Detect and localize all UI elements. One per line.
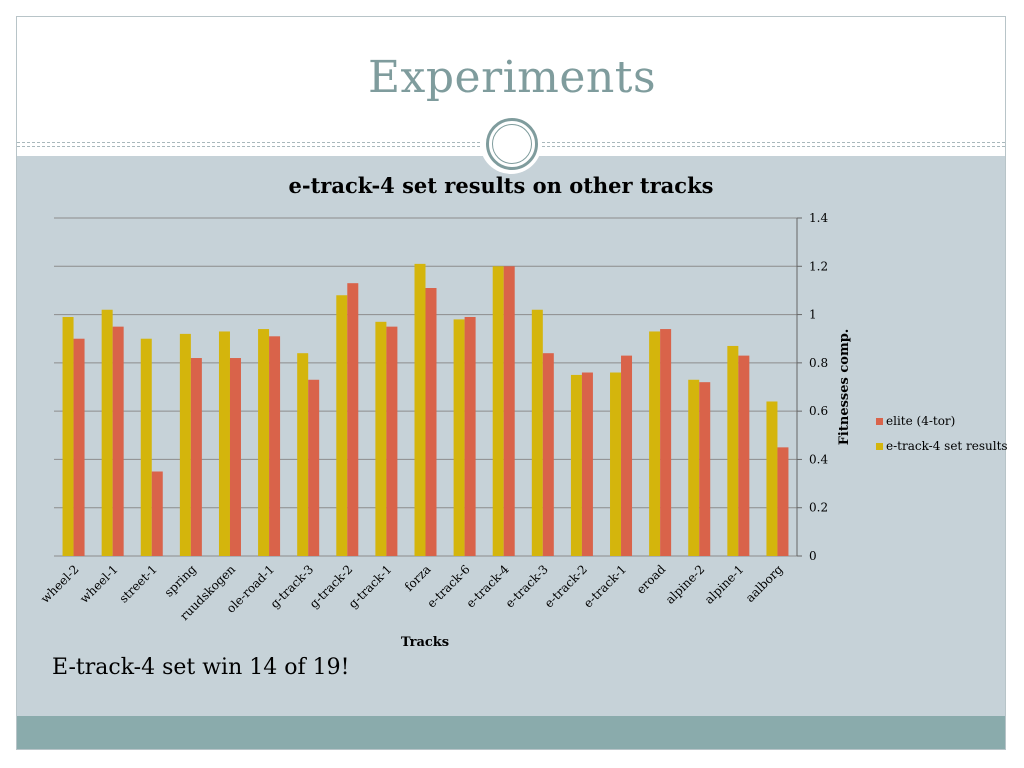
bar-elite	[308, 379, 320, 556]
x-tick-label: e-track-1	[581, 562, 629, 610]
legend-swatch	[876, 418, 883, 425]
x-tick-label: spring	[162, 562, 200, 600]
bar-etrack4-set	[531, 309, 543, 556]
y-tick-label: 1.2	[809, 259, 828, 273]
bar-elite	[386, 326, 398, 556]
bar-elite	[73, 338, 85, 556]
y-tick-label: 0	[809, 549, 817, 563]
bar-elite	[699, 382, 711, 556]
x-tick-label: eroad	[634, 562, 669, 597]
bar-etrack4-set	[140, 338, 152, 556]
bar-elite	[229, 358, 241, 556]
x-tick-label: g-track-1	[346, 562, 395, 611]
bar-elite	[464, 316, 476, 556]
legend-label: e-track-4 set results	[886, 439, 1008, 453]
bar-etrack4-set	[101, 309, 113, 556]
y-tick-label: 0.2	[809, 501, 828, 515]
x-tick-label: aalborg	[743, 562, 786, 605]
x-tick-label: forza	[402, 562, 434, 594]
bar-elite	[777, 447, 789, 556]
bar-etrack4-set	[218, 331, 230, 556]
x-tick-label: alpine-2	[663, 562, 708, 607]
bar-etrack4-set	[336, 295, 348, 556]
bar-elite	[581, 372, 593, 556]
x-tick-label: alpine-1	[702, 562, 747, 607]
footer-band	[17, 716, 1005, 749]
x-tick-label: street-1	[116, 562, 159, 605]
bar-elite	[542, 353, 554, 556]
bar-etrack4-set	[258, 329, 270, 556]
bar-elite	[269, 336, 281, 556]
bar-etrack4-set	[297, 353, 309, 556]
y-tick-label: 0.8	[809, 356, 828, 370]
x-tick-label: wheel-1	[77, 562, 121, 606]
bar-elite	[112, 326, 124, 556]
y-axis-label: Fitnesses comp.	[837, 329, 852, 446]
bar-elite	[425, 288, 437, 556]
bar-elite	[621, 355, 633, 556]
chart-title: e-track-4 set results on other tracks	[289, 173, 714, 198]
slide-caption: E-track-4 set win 14 of 19!	[52, 655, 350, 680]
bar-etrack4-set	[179, 333, 191, 556]
bar-elite	[503, 266, 515, 556]
bar-etrack4-set	[62, 316, 74, 556]
bar-etrack4-set	[492, 266, 504, 556]
bar-elite	[347, 283, 359, 556]
y-tick-label: 0.4	[809, 452, 828, 466]
bar-etrack4-set	[570, 374, 582, 556]
bar-etrack4-set	[414, 263, 426, 556]
bar-etrack4-set	[610, 372, 622, 556]
bar-elite	[190, 358, 202, 556]
x-tick-label: wheel-2	[38, 562, 82, 606]
bar-etrack4-set	[375, 321, 387, 556]
bar-etrack4-set	[453, 319, 465, 556]
ornament-inner-ring	[492, 124, 532, 164]
x-axis-label: Tracks	[401, 635, 449, 650]
y-tick-label: 0.6	[809, 404, 828, 418]
bar-etrack4-set	[727, 345, 739, 556]
legend-label: elite (4-tor)	[886, 414, 955, 428]
bar-etrack4-set	[649, 331, 661, 556]
bar-elite	[660, 329, 672, 556]
y-tick-label: 1.4	[809, 211, 828, 225]
y-tick-label: 1	[809, 308, 817, 322]
bar-etrack4-set	[688, 379, 700, 556]
legend-swatch	[876, 443, 883, 450]
bar-elite	[151, 471, 163, 556]
bar-elite	[738, 355, 750, 556]
bar-etrack4-set	[766, 401, 778, 556]
slide-title: Experiments	[367, 52, 657, 103]
